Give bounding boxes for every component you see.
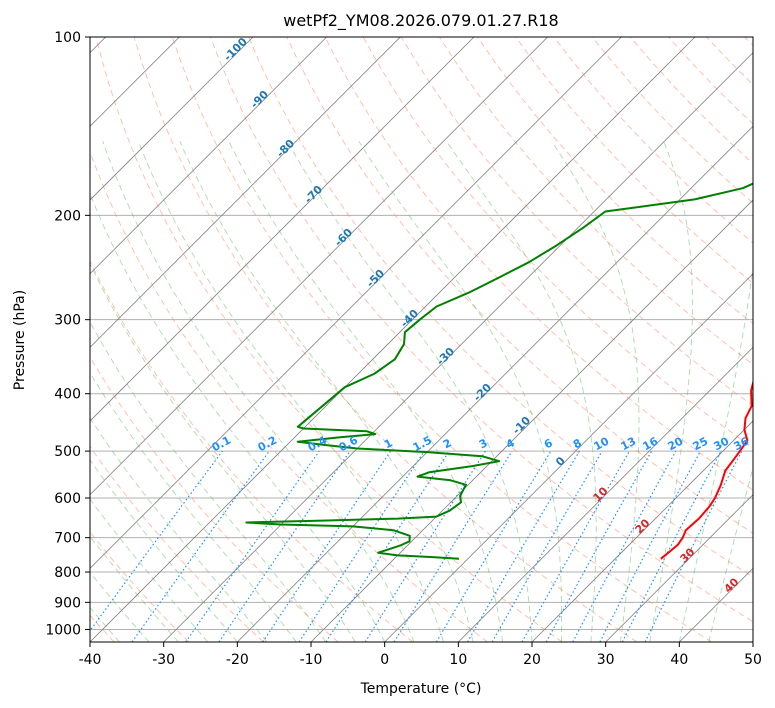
- moist-adiabat-line: [90, 498, 209, 642]
- mixing-ratio-line: [218, 450, 351, 642]
- y-axis-label: Pressure (hPa): [12, 290, 28, 390]
- isotherm-line: [90, 37, 401, 348]
- dry-adiabat-line: [248, 37, 753, 578]
- moist-adiabat-line: [678, 264, 753, 642]
- isotherm-line: [90, 37, 327, 275]
- isotherm-line: [531, 420, 753, 642]
- dewpoint-profile-line: [245, 182, 753, 560]
- moist-adiabat-line: [90, 371, 297, 642]
- y-tick-label: 400: [54, 387, 81, 403]
- isotherm-line: [90, 37, 548, 496]
- moist-adiabat-line: [551, 141, 640, 642]
- isotherm-line: [605, 494, 753, 642]
- x-tick-label: 30: [597, 652, 615, 668]
- moist-adiabat-line: [287, 141, 533, 642]
- moist-adiabat-line: [137, 141, 445, 642]
- dry-adiabat-line: [90, 259, 414, 642]
- mixing-ratio-line: [393, 450, 513, 642]
- x-tick-label: 0: [380, 652, 389, 668]
- mixing-ratio-lines: [90, 450, 743, 642]
- temperature-profile-line: [660, 379, 753, 560]
- y-tick-label: 200: [54, 208, 81, 224]
- isotherm-line: [163, 52, 753, 642]
- moist-adiabat-line: [446, 141, 597, 642]
- mixing-ratio-label: 16: [641, 434, 661, 453]
- mixing-ratio-label: 10: [592, 434, 612, 453]
- x-tick-label: 10: [449, 652, 467, 668]
- isotherm-line: [90, 37, 696, 642]
- y-tick-label: 600: [54, 491, 81, 507]
- isotherms: [90, 37, 753, 642]
- x-tick-label: 50: [744, 652, 762, 668]
- mixing-ratio-line: [521, 450, 631, 642]
- x-tick-label: -30: [152, 652, 175, 668]
- y-axis-ticks: 100 200 300 400 500 600 700 800 900 1000: [45, 30, 90, 638]
- x-tick-label: -20: [226, 652, 249, 668]
- y-tick-label: 900: [54, 595, 81, 611]
- mixing-ratio-line: [131, 450, 270, 642]
- mixing-ratio-label: 36: [732, 434, 752, 453]
- isotherm-line: [90, 37, 475, 422]
- isotherm-line: [458, 346, 753, 642]
- mixing-ratio-label: 13: [619, 435, 639, 454]
- dry-adiabat-line: [133, 37, 638, 642]
- y-tick-label: 1000: [45, 622, 81, 638]
- mixing-ratio-label: 20: [666, 434, 686, 453]
- y-tick-label: 100: [54, 30, 81, 46]
- moist-adiabat-line: [90, 321, 327, 642]
- mixing-ratio-line: [90, 450, 223, 632]
- y-tick-label: 500: [54, 444, 81, 460]
- x-axis-ticks: -40 -30 -20 -10 0 10 20 30 40 50: [79, 642, 762, 668]
- moist-adiabat-line: [90, 192, 386, 642]
- y-tick-label: 800: [54, 565, 81, 581]
- y-tick-label: 300: [54, 313, 81, 329]
- dry-adiabat-line: [210, 37, 753, 623]
- dry-adiabat-line: [286, 37, 753, 534]
- x-tick-label: -10: [300, 652, 323, 668]
- isotherm-line: [384, 273, 753, 642]
- isotherm-line: [752, 641, 753, 642]
- x-tick-label: -40: [79, 652, 102, 668]
- moist-adiabat-line: [179, 141, 474, 642]
- moist-adiabat-line: [649, 141, 693, 642]
- x-tick-label: 20: [523, 652, 541, 668]
- dry-adiabat-line: [95, 37, 563, 642]
- isotherm-line: [90, 37, 254, 201]
- moist-adiabat-line: [90, 571, 150, 642]
- plot-area: [90, 37, 753, 642]
- moist-adiabat-line: [358, 141, 563, 642]
- mixing-ratio-line: [545, 450, 653, 642]
- mixing-ratio-line: [262, 450, 392, 642]
- dry-adiabat-line: [90, 445, 264, 642]
- mixing-ratio-line: [185, 450, 320, 642]
- plot-frame: [89, 36, 754, 643]
- chart-title: wetPf2_YM08.2026.079.01.27.R18: [283, 11, 558, 31]
- isotherm-line: [237, 125, 753, 642]
- dry-adiabat-line: [324, 37, 753, 491]
- isotherm-line: [90, 37, 622, 569]
- isotherm-line: [310, 199, 753, 642]
- moist-adiabat-line: [90, 535, 179, 642]
- mixing-ratio-line: [298, 450, 425, 642]
- profile-series: [245, 182, 753, 560]
- dry-adiabat-line: [171, 37, 712, 642]
- y-tick-label: 700: [54, 531, 81, 547]
- mixing-ratio-label: 25: [691, 435, 711, 454]
- dry-adiabat-line: [515, 37, 753, 284]
- mixing-ratio-line: [644, 450, 743, 642]
- mixing-ratio-line: [325, 450, 450, 642]
- moist-adiabat-line: [228, 141, 503, 642]
- x-tick-label: 40: [670, 652, 688, 668]
- dry-adiabats: [90, 37, 753, 642]
- mixing-ratio-label: 30: [712, 434, 732, 453]
- dry-adiabat-line: [90, 356, 339, 642]
- mixing-ratio-line: [572, 450, 677, 642]
- moist-adiabat-line: [90, 262, 356, 642]
- x-axis-label: Temperature (°C): [360, 681, 482, 697]
- moist-adiabat-line: [90, 417, 268, 642]
